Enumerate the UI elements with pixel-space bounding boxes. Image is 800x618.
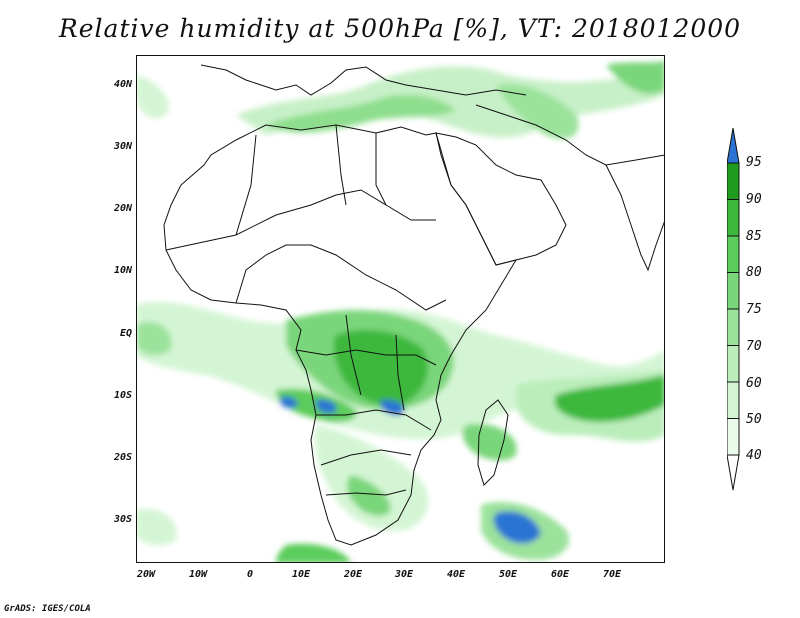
- colorbar-label-60: 60: [746, 376, 762, 391]
- colorbar: [727, 128, 740, 491]
- colorbar-box-6: [727, 381, 740, 419]
- colorbar-above-triangle: [727, 128, 740, 164]
- map-panel: [136, 55, 665, 563]
- colorbar-box-2: [727, 235, 740, 273]
- coastlines: [163, 64, 665, 546]
- colorbar-box-3: [727, 272, 740, 310]
- colorbar-box-4: [727, 308, 740, 346]
- lon-label-20e: 20E: [343, 569, 363, 580]
- lon-label-20w: 20W: [136, 569, 156, 580]
- lat-label-20s: 20S: [113, 452, 132, 463]
- lat-label-30s: 30S: [113, 514, 132, 525]
- lat-label-10s: 10S: [113, 390, 132, 401]
- lat-label-eq: EQ: [119, 328, 132, 339]
- colorbar-box-0: [727, 162, 740, 200]
- lon-label-30e: 30E: [394, 569, 414, 580]
- map-title: Relative humidity at 500hPa [%], VT: 201…: [58, 14, 742, 43]
- lat-label-10n: 10N: [113, 265, 132, 276]
- lat-label-30n: 30N: [113, 141, 132, 152]
- lon-label-10e: 10E: [291, 569, 311, 580]
- colorbar-label-70: 70: [746, 339, 762, 354]
- lon-label-60e: 60E: [550, 569, 570, 580]
- lon-label-70e: 70E: [602, 569, 622, 580]
- credit-text: GrADS: IGES/COLA: [4, 604, 91, 614]
- colorbar-label-40: 40: [746, 448, 762, 463]
- colorbar-box-7: [727, 418, 740, 456]
- lat-label-20n: 20N: [113, 203, 132, 214]
- colorbar-label-85: 85: [746, 229, 762, 244]
- colorbar-below-triangle: [727, 454, 740, 491]
- colorbar-label-75: 75: [746, 302, 762, 317]
- lon-label-40e: 40E: [446, 569, 466, 580]
- colorbar-label-95: 95: [746, 155, 762, 170]
- lon-label-50e: 50E: [498, 569, 518, 580]
- colorbar-label-50: 50: [746, 412, 762, 427]
- humidity-map: [136, 55, 665, 563]
- lon-label-0: 0: [246, 569, 254, 580]
- colorbar-box-1: [727, 199, 740, 237]
- lat-label-40n: 40N: [113, 79, 132, 90]
- colorbar-label-80: 80: [746, 265, 762, 280]
- colorbar-box-5: [727, 345, 740, 383]
- colorbar-label-90: 90: [746, 192, 762, 207]
- colorbar-boxes: [727, 128, 740, 491]
- lon-label-10w: 10W: [188, 569, 208, 580]
- humidity-field: [136, 60, 665, 563]
